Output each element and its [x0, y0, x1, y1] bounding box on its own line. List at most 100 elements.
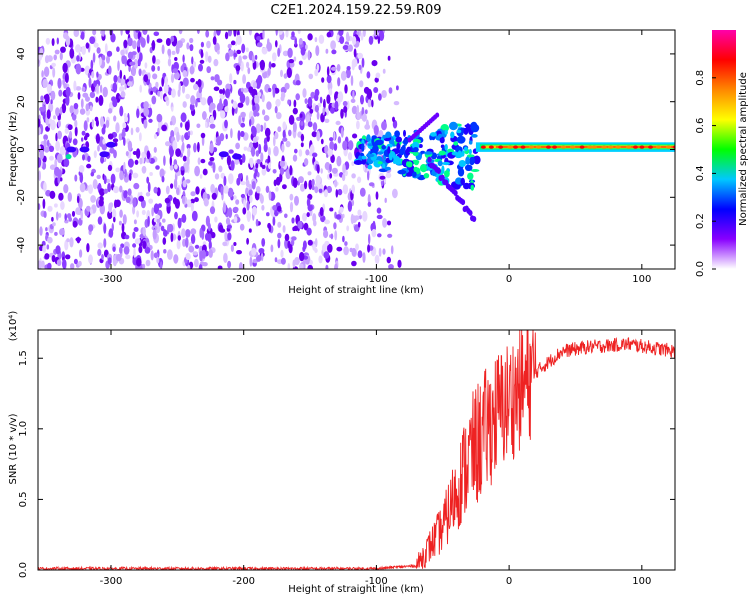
spectrogram-cell — [240, 87, 244, 92]
spectrogram-cell — [314, 248, 318, 253]
spectrogram-cell — [274, 106, 278, 114]
spectrogram-cell — [258, 143, 262, 155]
spectrogram-cell — [251, 54, 255, 64]
spectrogram-cell — [240, 193, 246, 199]
spectrogram-cell — [314, 69, 319, 77]
spectrogram-cell — [169, 155, 172, 166]
spectrogram-cell — [143, 74, 149, 83]
spectrogram-cell — [74, 119, 78, 128]
spectrogram-cell — [347, 200, 353, 212]
spectrogram-cell — [345, 31, 350, 42]
spectrogram-cell — [374, 77, 379, 83]
spectrogram-cell — [184, 121, 190, 131]
spectrogram-cell — [103, 223, 107, 234]
spectrogram-cell — [252, 136, 258, 143]
spectrogram-cell — [239, 93, 246, 104]
spectrogram-cell — [230, 40, 236, 46]
spectrogram-cell — [83, 120, 88, 132]
spectrogram-cell — [222, 241, 228, 247]
spectrogram-cell — [127, 158, 134, 168]
spectrogram-cell — [42, 111, 46, 121]
spectrogram-cell — [307, 264, 314, 269]
spectrogram-cell — [147, 182, 151, 193]
spectrogram-cell — [406, 161, 413, 168]
spectrogram-cell — [64, 127, 69, 134]
spectrogram-cell — [226, 155, 231, 166]
spectrogram-cell — [229, 73, 233, 84]
spectrogram-cell — [164, 197, 171, 204]
spectrogram-cell — [294, 257, 300, 266]
spectrogram-y-tick-label: -40 — [16, 237, 27, 253]
spectrogram-cell — [64, 72, 69, 84]
spectrogram-cell — [120, 49, 125, 56]
spectrogram-cell — [242, 88, 249, 93]
spectrogram-cell — [114, 199, 118, 209]
spectrogram-cell — [185, 252, 191, 261]
spectrogram-cell — [341, 173, 346, 182]
spectrogram-cell — [127, 140, 133, 151]
spectrogram-cell — [357, 176, 362, 184]
spectrogram-cell — [119, 69, 123, 79]
snr-y-tick-label: 1.0 — [18, 421, 29, 437]
spectrogram-cell — [340, 70, 347, 81]
spectrogram-cell — [97, 145, 100, 152]
spectrogram-cell — [182, 195, 185, 204]
spectrogram-cell — [444, 144, 448, 151]
spectrogram-cell — [209, 157, 215, 162]
spectrogram-cell — [51, 216, 54, 222]
spectrogram-cell — [100, 116, 104, 128]
spectrogram-cell — [388, 152, 393, 161]
spectrogram-cell — [39, 149, 45, 160]
spectrogram-cell — [437, 160, 443, 167]
spectrogram-cell — [207, 222, 211, 232]
spectrogram-cell — [288, 59, 295, 64]
spectrogram-cell — [205, 121, 208, 128]
spectrogram-cell — [135, 148, 141, 159]
spectrogram-cell — [412, 151, 419, 156]
spectrogram-cell — [290, 239, 295, 247]
spectrogram-cell — [107, 133, 114, 140]
spectrogram-cell — [440, 174, 445, 181]
spectrogram-cell — [208, 240, 212, 251]
spectrogram-cell — [444, 170, 450, 178]
spectrogram-cell — [381, 145, 387, 150]
spectrogram-cell — [216, 103, 221, 112]
spectrogram-cell — [42, 78, 48, 88]
spectrogram-cell — [329, 163, 332, 173]
spectrogram-cell — [123, 137, 126, 146]
spectrogram-cell — [38, 157, 42, 168]
spectrogram-cell — [308, 73, 314, 80]
spectrogram-cell — [273, 179, 277, 187]
spectrogram-cell — [382, 68, 386, 74]
spectrogram-cell — [156, 256, 160, 264]
spectrogram-cell — [98, 95, 104, 106]
spectrogram-cell — [451, 151, 459, 156]
spectrogram-cell — [260, 161, 263, 168]
spectrogram-cell — [115, 253, 122, 262]
spectrogram-cell — [255, 186, 261, 194]
spectrogram-cell — [263, 122, 267, 131]
spectrogram-cell — [314, 186, 319, 194]
spectrogram-cell — [444, 129, 448, 135]
spectrogram-cell — [259, 193, 263, 202]
spectrogram-cell — [367, 244, 371, 253]
spectrogram-cell — [306, 212, 310, 218]
spectrogram-cell — [300, 133, 305, 142]
spectrogram-cell — [195, 186, 200, 195]
spectrogram-cell — [359, 187, 366, 197]
spectrogram-cell — [171, 88, 176, 98]
spectrogram-cell — [228, 173, 234, 185]
spectrogram-cell — [41, 161, 47, 170]
spectrogram-y-label: Frequency (Hz) — [8, 111, 19, 187]
spectrogram-cell — [113, 216, 116, 223]
spectrogram-cell — [376, 207, 382, 214]
spectrogram-cell — [96, 71, 99, 78]
spectrogram-cell — [97, 242, 103, 249]
spectrogram-cell — [171, 106, 174, 112]
spectrogram-cell — [310, 91, 316, 99]
spectrogram-cell — [132, 197, 137, 208]
spectrogram-cell — [460, 199, 466, 206]
spectrogram-cell — [147, 72, 151, 80]
spectrogram-cell — [186, 199, 192, 205]
spectrogram-cell — [127, 37, 133, 47]
